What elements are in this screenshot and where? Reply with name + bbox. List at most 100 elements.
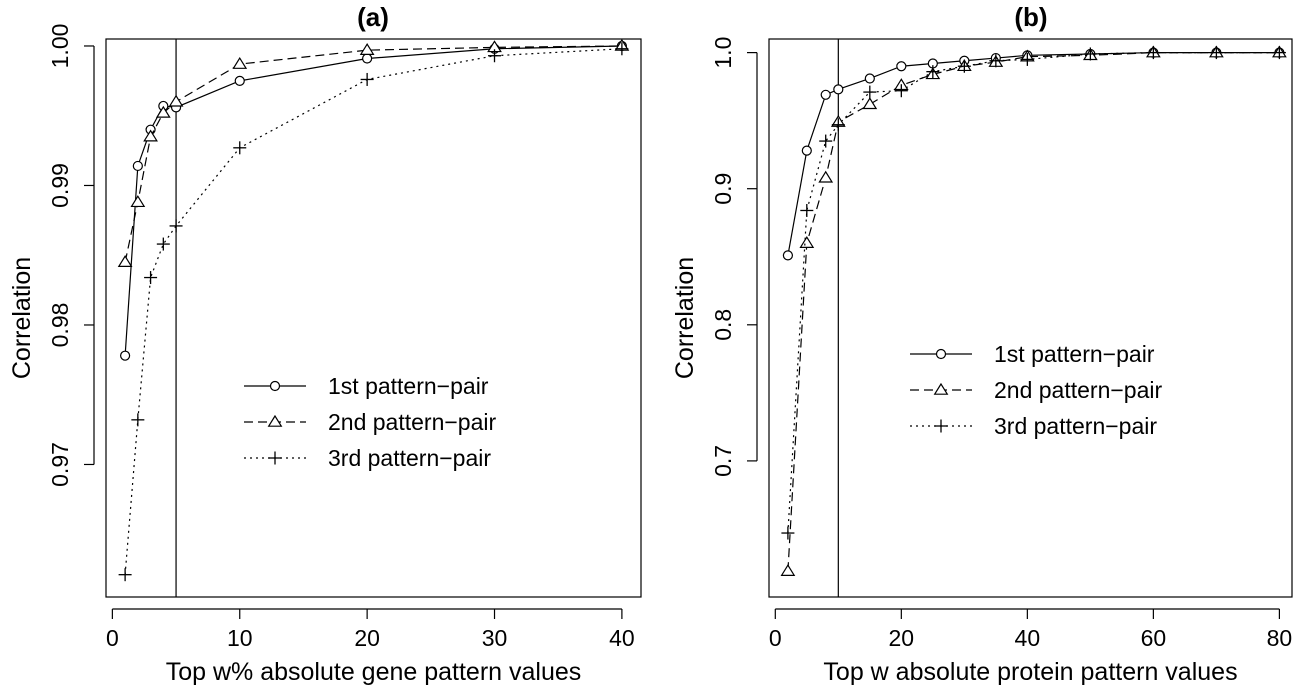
data-point [989, 54, 1003, 68]
x-axis: 0 20 40 60 80 [769, 608, 1293, 651]
data-point [131, 413, 145, 427]
data-point [800, 203, 814, 217]
data-point [155, 105, 171, 118]
y-tick-label: 0.97 [47, 442, 73, 487]
x-axis-label: Top w absolute protein pattern values [823, 658, 1237, 686]
data-point [782, 250, 794, 261]
data-point [359, 43, 375, 55]
legend-marker [933, 382, 949, 395]
legend-marker [269, 380, 281, 392]
data-point [799, 236, 815, 248]
data-point [831, 118, 845, 132]
data-point [780, 563, 796, 576]
legend-label: 2nd pattern−pair [328, 409, 496, 435]
plot-frame [105, 38, 642, 598]
x-tick-label: 30 [482, 625, 508, 651]
x-axis-label: Top w% absolute gene pattern values [166, 658, 582, 686]
x-tick-label: 40 [609, 625, 635, 651]
legend-item-1: 1st pattern−pair [910, 341, 1155, 367]
series-2 [780, 45, 1287, 576]
data-point [819, 134, 833, 148]
data-point [1272, 46, 1286, 60]
x-tick-label: 0 [769, 625, 782, 651]
data-point [957, 59, 971, 73]
data-point [864, 73, 875, 84]
y-tick-label: 0.9 [710, 173, 736, 205]
legend-marker [934, 419, 948, 433]
series-3 [118, 42, 629, 582]
legend-item-1: 1st pattern−pair [244, 373, 489, 399]
x-tick-label: 80 [1267, 625, 1293, 651]
legend-item-2: 2nd pattern−pair [910, 377, 1162, 403]
data-point [615, 42, 629, 56]
data-point [233, 141, 247, 155]
data-point [1209, 46, 1223, 60]
legend-label: 1st pattern−pair [994, 341, 1155, 367]
panel-a: (a) 0 10 20 30 40 Top w% absolute gene pattern… [8, 2, 642, 686]
data-point [1020, 52, 1034, 66]
data-point [1146, 46, 1160, 60]
legend-label: 3rd pattern−pair [328, 445, 491, 471]
data-point [132, 160, 143, 172]
y-tick-label: 0.8 [710, 309, 736, 341]
data-point [1083, 47, 1097, 61]
data-point [896, 61, 907, 72]
y-axis: 0.7 0.8 0.9 1.0 [710, 37, 758, 477]
legend-label: 1st pattern−pair [328, 373, 489, 399]
legend: 1st pattern−pair 2nd pattern−pair 3rd patt… [910, 341, 1162, 439]
data-point [144, 271, 158, 285]
y-axis-label: Correlation [8, 257, 36, 379]
legend-item-2: 2nd pattern−pair [244, 409, 496, 435]
data-point [168, 94, 184, 107]
data-point [232, 56, 248, 69]
x-tick-label: 20 [889, 625, 915, 651]
data-point [894, 84, 908, 98]
series-line [124, 45, 622, 263]
panel-b: (b) 0 20 40 60 80 Top w absolute protein patte… [671, 2, 1293, 686]
legend: 1st pattern−pair 2nd pattern−pair 3rd patt… [244, 373, 496, 471]
chart-title: (b) [1014, 2, 1047, 32]
series-line [787, 52, 1280, 256]
y-tick-label: 0.7 [710, 445, 736, 477]
y-axis-label: Correlation [671, 257, 699, 379]
data-point [360, 72, 374, 86]
series-line [787, 52, 1280, 572]
legend-item-3: 3rd pattern−pair [244, 445, 491, 471]
legend-marker [267, 414, 283, 427]
data-point [156, 237, 170, 251]
series-line [787, 52, 1280, 534]
data-point [926, 65, 940, 79]
legend-item-3: 3rd pattern−pair [910, 413, 1157, 439]
data-point [863, 85, 877, 99]
legend-label: 2nd pattern−pair [994, 377, 1162, 403]
x-axis: 0 10 20 30 40 [106, 608, 635, 651]
series-1 [782, 47, 1285, 261]
x-tick-label: 40 [1015, 625, 1041, 651]
data-point [818, 170, 834, 183]
y-tick-label: 1.0 [710, 37, 736, 69]
legend-marker [268, 451, 282, 465]
series-line [124, 45, 622, 356]
data-point [117, 255, 133, 267]
data-point [362, 53, 373, 64]
data-point [130, 195, 146, 208]
x-tick-label: 10 [227, 625, 253, 651]
chart-title: (a) [357, 2, 389, 32]
plot-frame [768, 38, 1293, 598]
x-tick-label: 60 [1141, 625, 1167, 651]
series-1 [120, 40, 627, 361]
x-tick-label: 0 [106, 625, 119, 651]
data-point [169, 219, 183, 233]
data-point [801, 145, 812, 156]
data-point [234, 75, 245, 86]
legend-marker [935, 348, 947, 360]
data-point [833, 84, 844, 95]
data-point [820, 89, 831, 100]
data-point [862, 97, 878, 110]
data-point [118, 568, 132, 582]
y-tick-label: 1.00 [47, 24, 73, 69]
legend-label: 3rd pattern−pair [994, 413, 1157, 439]
series-line [124, 48, 622, 575]
x-tick-label: 20 [354, 625, 380, 651]
